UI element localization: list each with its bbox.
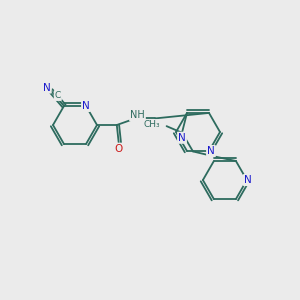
- Text: CH₃: CH₃: [144, 120, 160, 129]
- Text: N: N: [244, 175, 252, 185]
- Text: O: O: [115, 144, 123, 154]
- Text: N: N: [207, 146, 215, 156]
- Text: N: N: [178, 133, 186, 143]
- Text: NH: NH: [130, 110, 145, 120]
- Text: C: C: [55, 91, 61, 100]
- Text: N: N: [82, 101, 90, 111]
- Text: N: N: [43, 82, 51, 92]
